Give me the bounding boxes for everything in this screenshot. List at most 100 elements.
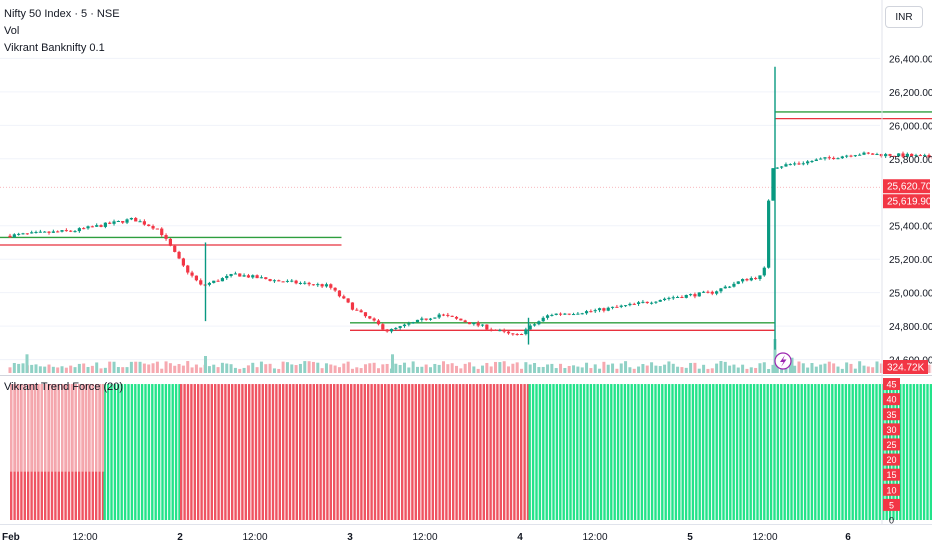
candle-body bbox=[30, 232, 33, 233]
candle-body bbox=[86, 226, 89, 228]
candle-body bbox=[810, 161, 813, 162]
trend-bar-red bbox=[418, 384, 420, 520]
volume-bar bbox=[234, 368, 237, 373]
candle-body bbox=[459, 319, 462, 321]
trend-bar-red bbox=[489, 384, 491, 520]
volume-bar bbox=[186, 361, 189, 373]
volume-bar bbox=[277, 369, 280, 373]
trend-bar-red bbox=[228, 384, 230, 520]
trend-bar-red bbox=[500, 384, 502, 520]
trend-bar-pink bbox=[68, 384, 70, 472]
volume-bar bbox=[741, 365, 744, 373]
trend-bar-green bbox=[141, 384, 143, 520]
candle-body bbox=[602, 308, 605, 310]
trend-bar-red bbox=[258, 384, 260, 520]
candle-body bbox=[221, 278, 224, 281]
trend-bar-green bbox=[739, 384, 741, 520]
trend-bar-green bbox=[576, 384, 578, 520]
volume-bar bbox=[598, 369, 601, 373]
volume-bar bbox=[693, 363, 696, 373]
volume-bar bbox=[633, 369, 636, 373]
candle-body bbox=[589, 311, 592, 312]
trend-bar-red bbox=[394, 384, 396, 520]
candle-body bbox=[43, 232, 46, 233]
price-label: 25,620.70 bbox=[887, 182, 932, 193]
volume-bar bbox=[399, 365, 402, 373]
volume-bar bbox=[685, 368, 688, 373]
volume-bar bbox=[754, 368, 757, 373]
volume-bar bbox=[230, 364, 233, 373]
trend-bar-green bbox=[131, 384, 133, 520]
candle-body bbox=[767, 201, 770, 268]
candle-body bbox=[403, 325, 406, 326]
trend-bar-pink bbox=[88, 384, 90, 472]
volume-bar bbox=[113, 362, 116, 373]
indicator-legend[interactable]: Vikrant Trend Force (20) bbox=[4, 381, 123, 393]
trend-bar-green bbox=[804, 384, 806, 520]
trend-bar-red bbox=[347, 384, 349, 520]
trend-bar-green bbox=[831, 384, 833, 520]
volume-bar bbox=[243, 368, 246, 373]
currency-button[interactable]: INR bbox=[885, 6, 923, 28]
volume-bar bbox=[48, 365, 51, 373]
trend-bar-red bbox=[381, 384, 383, 520]
trend-bar-red bbox=[282, 384, 284, 520]
candle-body bbox=[503, 330, 506, 331]
trend-tick-label: 15 bbox=[886, 470, 896, 480]
volume-bar bbox=[373, 363, 376, 373]
trend-bar-green bbox=[614, 384, 616, 520]
volume-bar bbox=[22, 363, 25, 373]
volume-bar bbox=[364, 364, 367, 373]
trend-bar-red bbox=[377, 384, 379, 520]
trend-bar-green bbox=[818, 384, 820, 520]
candle-body bbox=[78, 228, 81, 231]
volume-bar bbox=[672, 364, 675, 373]
trend-bar-red bbox=[313, 384, 315, 520]
volume-bar bbox=[810, 363, 813, 373]
volume-bar bbox=[247, 365, 250, 373]
candle-body bbox=[412, 322, 415, 323]
trend-bar-green bbox=[852, 384, 854, 520]
trend-bar-green bbox=[634, 384, 636, 520]
candle-body bbox=[377, 321, 380, 325]
volume-bar bbox=[533, 363, 536, 373]
candle-body bbox=[264, 277, 267, 279]
trend-bar-red bbox=[306, 384, 308, 520]
candle-body bbox=[21, 233, 24, 234]
volume-legend[interactable]: Vol bbox=[4, 23, 120, 40]
trend-bar-red bbox=[486, 384, 488, 520]
candle-body bbox=[160, 229, 163, 235]
trend-bar-green bbox=[678, 384, 680, 520]
candle-body bbox=[269, 279, 272, 281]
candle-body bbox=[212, 281, 215, 283]
trend-bar-pink bbox=[41, 384, 43, 472]
candle-body bbox=[182, 258, 185, 265]
volume-bar bbox=[854, 369, 857, 373]
volume-bar bbox=[849, 364, 852, 373]
volume-bar bbox=[459, 368, 462, 373]
candle-body bbox=[247, 275, 250, 277]
time-tick-label: 12:00 bbox=[582, 532, 607, 543]
trend-bar-green bbox=[743, 384, 745, 520]
trend-bar-green bbox=[110, 384, 112, 520]
symbol-title[interactable]: Nifty 50 Index · 5 · NSE bbox=[4, 6, 120, 23]
candle-body bbox=[676, 297, 679, 298]
trend-bar-red bbox=[428, 384, 430, 520]
trend-bar-green bbox=[787, 384, 789, 520]
trend-bar-green bbox=[903, 384, 905, 520]
candle-body bbox=[533, 324, 536, 325]
trend-tick-label: 25 bbox=[886, 440, 896, 450]
candle-body bbox=[65, 230, 68, 231]
candle-body bbox=[216, 281, 219, 282]
volume-bar bbox=[407, 367, 410, 373]
trend-bar-pink bbox=[95, 384, 97, 472]
trend-bar-pink bbox=[75, 384, 77, 472]
study-legend[interactable]: Vikrant Banknifty 0.1 bbox=[4, 40, 120, 57]
price-tick-label: 25,000.00 bbox=[889, 289, 932, 300]
trend-bar-red bbox=[513, 384, 515, 520]
candle-body bbox=[715, 291, 718, 293]
trend-bar-red bbox=[466, 384, 468, 520]
trend-bar-red bbox=[370, 384, 372, 520]
volume-bar bbox=[481, 366, 484, 373]
